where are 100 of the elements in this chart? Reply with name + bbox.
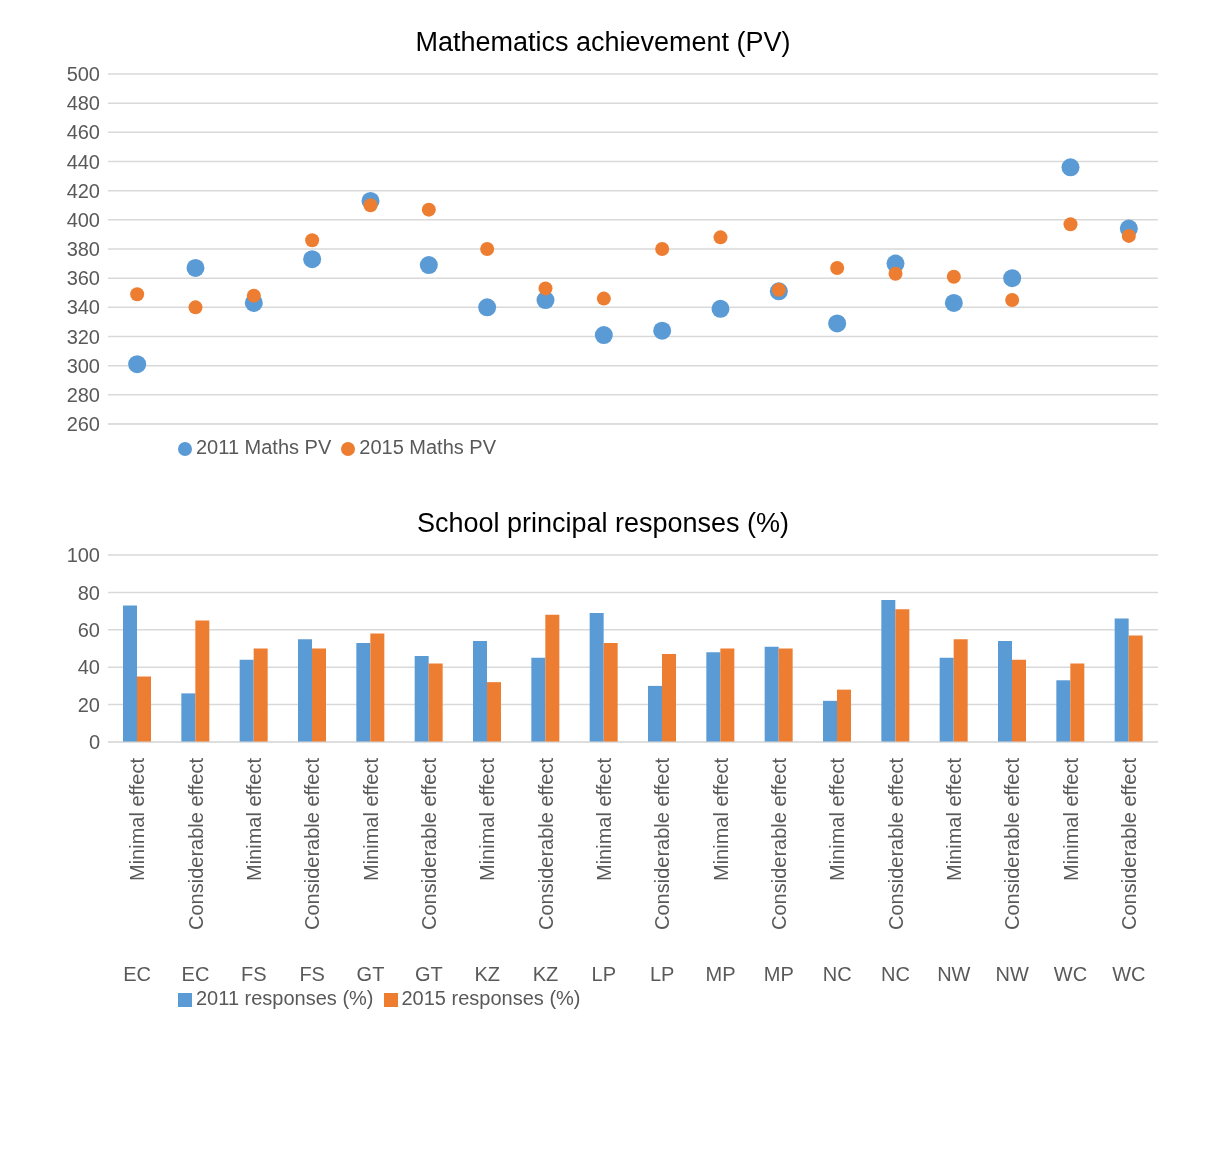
point xyxy=(1005,293,1020,308)
chart-title: School principal responses (%) xyxy=(415,507,791,540)
y-tick-label: 400 xyxy=(66,208,100,231)
legend-label: 2011 Maths PV xyxy=(196,436,332,458)
x-tick-label: Considerable effect xyxy=(1117,757,1140,930)
bar xyxy=(720,648,735,742)
point xyxy=(1121,228,1136,243)
bar xyxy=(881,599,896,742)
point xyxy=(305,233,320,248)
y-tick-label: 420 xyxy=(66,179,100,202)
point xyxy=(828,314,847,333)
point xyxy=(478,298,497,317)
text: FS xyxy=(299,963,325,985)
point xyxy=(830,260,845,275)
bar xyxy=(764,646,779,742)
bar xyxy=(648,685,662,742)
text: KZ xyxy=(474,963,500,985)
bar xyxy=(253,648,268,742)
y-tick-label: 40 xyxy=(77,656,100,679)
x-tick-label: Minimal effect xyxy=(826,757,849,882)
bar xyxy=(837,689,851,742)
bar xyxy=(370,633,385,742)
point xyxy=(538,281,553,296)
x-tick-label: Minimal effect xyxy=(242,757,265,882)
bar xyxy=(1128,635,1143,742)
point xyxy=(711,299,730,318)
legend-label: 2015 responses (%) xyxy=(401,987,581,1009)
y-tick-label: 20 xyxy=(77,693,100,716)
point xyxy=(655,242,670,256)
point xyxy=(771,282,786,297)
bar xyxy=(312,648,326,742)
y-tick-label: 440 xyxy=(66,150,100,173)
text: NW xyxy=(937,963,971,985)
legend-label: 2011 responses (%) xyxy=(196,987,374,1009)
x-tick-label: Considerable effect xyxy=(1001,757,1024,930)
text: NW xyxy=(995,963,1029,985)
bar xyxy=(195,620,210,742)
bar xyxy=(1070,663,1085,742)
x-tick-label: Considerable effect xyxy=(301,757,324,930)
point xyxy=(421,202,436,217)
bar xyxy=(531,657,546,742)
bar xyxy=(473,641,487,742)
text: EC xyxy=(181,963,210,985)
point xyxy=(653,321,672,340)
text: WC xyxy=(1112,963,1146,985)
bar xyxy=(239,659,254,742)
bar xyxy=(1012,659,1026,742)
x-tick-label: Minimal effect xyxy=(476,757,499,882)
x-tick-label: Considerable effect xyxy=(767,757,790,930)
text: LP xyxy=(591,963,617,985)
bar xyxy=(603,642,618,742)
x-tick-label: Considerable effect xyxy=(417,757,440,930)
bar xyxy=(953,639,968,742)
point xyxy=(246,288,261,303)
bar xyxy=(123,605,137,742)
point xyxy=(128,355,147,374)
x-tick-label: Considerable effect xyxy=(884,757,907,930)
text: GT xyxy=(356,963,385,985)
y-tick-label: 300 xyxy=(66,354,100,377)
point xyxy=(888,266,903,281)
point xyxy=(713,230,728,245)
bar xyxy=(181,693,196,742)
y-tick-label: 80 xyxy=(77,581,100,604)
point xyxy=(944,293,963,312)
text: GT xyxy=(414,963,443,985)
point xyxy=(1003,269,1022,288)
y-tick-label: 340 xyxy=(66,296,100,319)
point xyxy=(130,287,145,302)
bar xyxy=(998,641,1012,742)
point xyxy=(188,300,203,315)
point xyxy=(1061,158,1080,177)
bar xyxy=(706,652,721,742)
point xyxy=(594,326,613,345)
text: NC xyxy=(881,963,910,985)
text: WC xyxy=(1053,963,1088,985)
point xyxy=(186,258,205,277)
x-tick-label: Considerable effect xyxy=(184,757,207,930)
bar xyxy=(487,682,501,742)
y-tick-label: 60 xyxy=(77,618,100,641)
bar xyxy=(545,614,560,742)
point xyxy=(596,291,611,306)
y-tick-label: 100 xyxy=(66,544,100,567)
y-tick-label: 260 xyxy=(66,413,100,436)
point xyxy=(363,198,378,213)
bar xyxy=(137,676,151,742)
x-tick-label: Considerable effect xyxy=(534,757,557,930)
point xyxy=(480,242,495,256)
point xyxy=(303,250,322,269)
x-tick-label: Minimal effect xyxy=(126,757,149,882)
bar xyxy=(589,612,604,742)
bar xyxy=(428,663,443,742)
y-tick-label: 480 xyxy=(66,92,100,115)
x-tick-label: Considerable effect xyxy=(651,757,674,930)
bar xyxy=(356,642,371,742)
y-tick-label: 380 xyxy=(66,238,100,261)
text: EC xyxy=(123,963,152,985)
x-tick-label: Minimal effect xyxy=(1059,757,1082,882)
text: MP xyxy=(763,963,794,985)
bar xyxy=(778,648,793,742)
y-tick-label: 360 xyxy=(66,267,100,290)
